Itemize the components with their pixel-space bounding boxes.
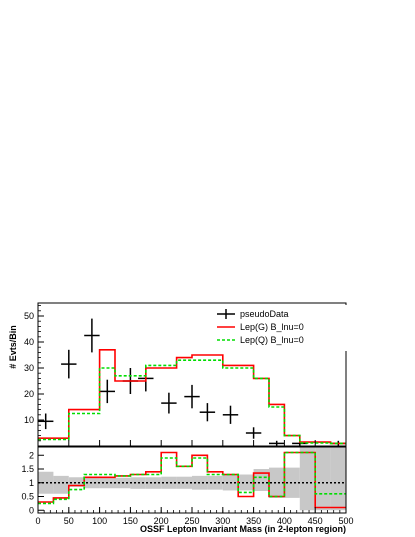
- x-tick-label: 350: [246, 516, 261, 526]
- ratio-band-bin: [53, 475, 69, 494]
- ratio-y-axis: 0 0.5 1 1.5 2: [21, 450, 44, 515]
- x-tick-label: 0: [35, 516, 40, 526]
- ratio-panel-series: [38, 451, 346, 509]
- ratio-band-bin: [161, 476, 177, 489]
- top-y-tick-label: 20: [24, 389, 34, 399]
- x-tick-label: 100: [92, 516, 107, 526]
- x-tick-label: 500: [338, 516, 353, 526]
- x-tick-label: 50: [64, 516, 74, 526]
- top-y-tick-label: 50: [24, 311, 34, 321]
- ratio-y-tick-label: 1: [29, 478, 34, 488]
- top-y-tick-label: 30: [24, 363, 34, 373]
- ratio-band-bin: [176, 476, 192, 489]
- x-axis-title: OSSF Lepton Invariant Mass (in 2-lepton …: [140, 524, 346, 534]
- x-tick-label: 400: [277, 516, 292, 526]
- x-tick-label: 150: [123, 516, 138, 526]
- legend-label-lepq: Lep(Q) B_lnu=0: [240, 335, 304, 345]
- series-line-lep-q-b-lnu-0: [38, 359, 346, 445]
- x-tick-label: 300: [215, 516, 230, 526]
- legend-label-pseudodata: pseudoData: [240, 309, 289, 319]
- ratio-band-bin: [68, 477, 85, 487]
- ratio-band-bin: [238, 474, 254, 491]
- top-y-tick-label: 40: [24, 337, 34, 347]
- ratio-band-bin: [299, 447, 316, 511]
- top-y-tick-label: 10: [24, 415, 34, 425]
- top-panel-series: [38, 318, 346, 446]
- top-y-axis: 10 20 30 40 50: [24, 305, 44, 447]
- ratio-band-bin: [330, 447, 346, 511]
- y-axis-title: # Evts/Bin: [8, 325, 18, 369]
- ratio-y-tick-label: 2: [29, 450, 34, 460]
- ratio-band-bin: [253, 469, 269, 491]
- ratio-band-bin: [315, 447, 331, 511]
- ratio-band-bin: [269, 467, 285, 498]
- x-axis: 0 50 100 150 200 250 300 350 400 450 500: [35, 440, 354, 526]
- ratio-band-bin: [38, 471, 54, 494]
- legend-label-lepg: Lep(G) B_lnu=0: [240, 322, 304, 332]
- ratio-y-tick-label: 0: [29, 505, 34, 515]
- ratio-uncertainty-band: [38, 447, 346, 511]
- ratio-y-tick-label: 1.5: [21, 464, 34, 474]
- x-tick-label: 200: [154, 516, 169, 526]
- ratio-band-bin: [284, 467, 300, 498]
- x-tick-label: 450: [308, 516, 323, 526]
- legend: pseudoData Lep(G) B_lnu=0 Lep(Q) B_lnu=0: [214, 305, 347, 351]
- ratio-band-bin: [145, 477, 162, 489]
- x-tick-label: 250: [184, 516, 199, 526]
- legend-box: [214, 305, 347, 351]
- ratio-line-lep-q-b-lnu-0: [38, 451, 346, 505]
- ratio-y-tick-label: 0.5: [21, 492, 34, 502]
